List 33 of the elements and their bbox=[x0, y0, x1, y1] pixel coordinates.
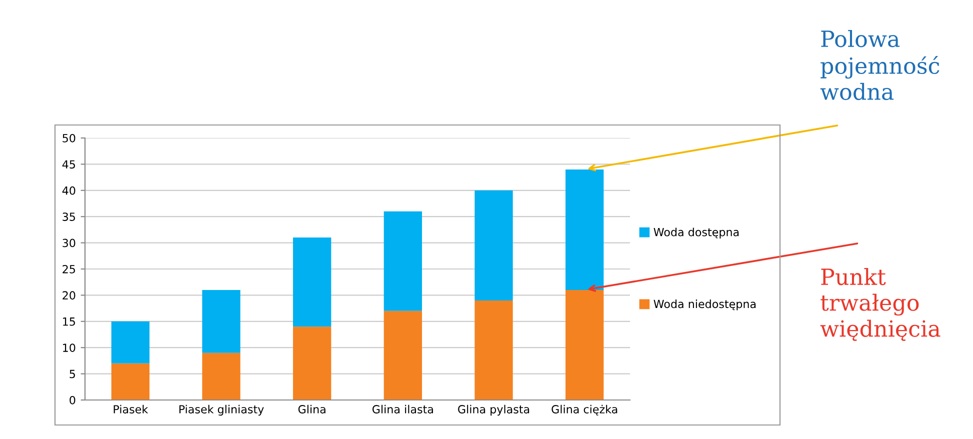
y-tick-label: 15 bbox=[63, 318, 75, 326]
bar bbox=[566, 169, 604, 290]
y-tick-label: 30 bbox=[62, 238, 76, 248]
bar bbox=[202, 352, 240, 400]
y-tick-label: 25 bbox=[62, 264, 75, 274]
annotation: Punkt trwałego więdnięcia bbox=[820, 268, 940, 341]
bar bbox=[293, 238, 332, 327]
legend-label: Woda niedostępna bbox=[654, 300, 756, 310]
bar bbox=[202, 290, 240, 353]
y-tick-label: 45 bbox=[62, 160, 75, 169]
x-tick-label: Glina pylasta bbox=[458, 404, 530, 416]
bar bbox=[111, 363, 150, 400]
y-tick-label: 20 bbox=[62, 291, 76, 300]
bar bbox=[474, 300, 513, 400]
bar bbox=[384, 310, 422, 400]
legend-label: Woda dostępna bbox=[654, 228, 739, 238]
x-tick-label: Glina bbox=[298, 404, 326, 414]
x-tick-label: Piasek bbox=[114, 404, 148, 414]
y-tick-label: 50 bbox=[62, 134, 76, 142]
y-tick-label: 10 bbox=[63, 344, 76, 352]
x-tick-label: Glina ciężka bbox=[552, 404, 618, 416]
bar bbox=[293, 326, 332, 400]
x-tick-label: Glina ilasta bbox=[372, 404, 433, 414]
annotation: Polowa pojemność wodna bbox=[820, 30, 940, 100]
x-tick-label: Piasek gliniasty bbox=[179, 404, 264, 416]
y-tick-label: 0 bbox=[70, 396, 76, 404]
bar bbox=[111, 321, 150, 364]
y-tick-label: 5 bbox=[70, 370, 75, 378]
y-tick-label: 35 bbox=[62, 212, 75, 221]
y-tick-label: 40 bbox=[62, 186, 76, 195]
bar bbox=[474, 190, 513, 300]
bar bbox=[384, 211, 422, 311]
bar bbox=[566, 290, 604, 400]
